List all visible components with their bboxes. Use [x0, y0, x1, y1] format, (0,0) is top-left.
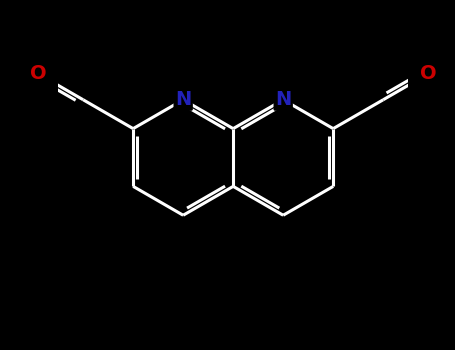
- Text: N: N: [175, 90, 191, 109]
- Text: O: O: [30, 64, 46, 83]
- Text: O: O: [420, 64, 436, 83]
- Text: N: N: [275, 90, 291, 109]
